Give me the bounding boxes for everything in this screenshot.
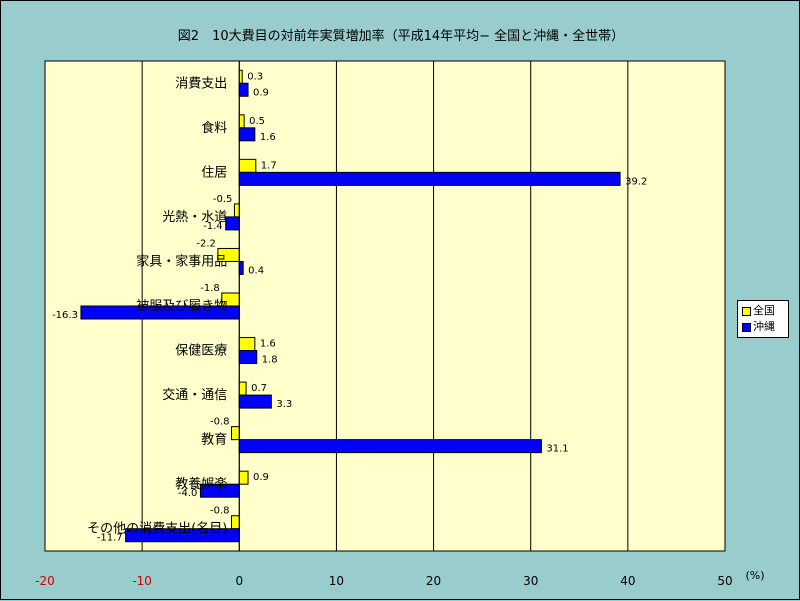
chart-title: 図2 10大費目の対前年実質増加率（平成14年平均− 全国と沖縄・全世帯） [177, 29, 625, 44]
data-label-zenkoku: 1.6 [260, 339, 276, 350]
data-label-okinawa: 39.2 [625, 176, 647, 187]
data-label-zenkoku: -0.8 [210, 506, 230, 517]
data-label-zenkoku: 0.9 [253, 472, 269, 483]
data-label-okinawa: -4.0 [178, 488, 198, 499]
category-label: 教育 [201, 432, 227, 448]
bar-zenkoku [231, 515, 240, 530]
data-label-zenkoku: 0.5 [249, 116, 265, 127]
data-label-okinawa: 0.4 [248, 265, 264, 276]
legend-label-okinawa: 沖縄 [753, 320, 775, 333]
data-label-zenkoku: 0.3 [247, 71, 263, 82]
data-label-okinawa: -16.3 [52, 310, 78, 321]
bar-okinawa [238, 350, 258, 365]
category-label: 消費支出 [175, 76, 227, 91]
legend-label-zenkoku: 全国 [753, 304, 775, 317]
bar-zenkoku [238, 381, 247, 396]
bar-zenkoku [238, 337, 256, 352]
bar-zenkoku [238, 114, 245, 129]
x-tick-label: -20 [35, 574, 55, 588]
x-tick-label: 40 [620, 574, 635, 588]
legend-item-okinawa: 沖縄 [742, 320, 775, 334]
bar-okinawa [225, 216, 240, 231]
category-label: その他の消費支出(名目) [87, 521, 227, 537]
data-label-zenkoku: -0.8 [210, 417, 230, 428]
data-label-zenkoku: -0.5 [213, 194, 233, 205]
x-tick-label: 30 [523, 574, 538, 588]
data-label-okinawa: -1.4 [203, 221, 223, 232]
bar-okinawa [238, 127, 256, 142]
category-label: 光熱・水道 [162, 210, 227, 225]
category-label: 食料 [201, 120, 227, 136]
data-label-okinawa: 1.8 [262, 355, 278, 366]
bar-okinawa [238, 82, 249, 97]
bar-zenkoku [231, 426, 240, 441]
category-label: 交通・通信 [162, 387, 227, 403]
category-label: 住居 [201, 165, 227, 180]
data-label-okinawa: 0.9 [253, 87, 269, 98]
data-label-okinawa: 3.3 [276, 399, 292, 410]
legend-item-zenkoku: 全国 [742, 304, 775, 318]
x-tick-label: 20 [426, 574, 441, 588]
bar-zenkoku [238, 470, 249, 485]
data-label-zenkoku: -2.2 [196, 238, 216, 249]
bar-okinawa [238, 394, 272, 409]
bar-okinawa [238, 439, 542, 454]
category-label: 被服及び履き物 [136, 299, 227, 314]
x-tick-label: 10 [329, 574, 344, 588]
legend: 全国 沖縄 [737, 300, 789, 338]
data-label-okinawa: 31.1 [546, 444, 568, 455]
x-tick-label: -10 [132, 574, 152, 588]
data-label-okinawa: -11.7 [97, 533, 123, 544]
bar-okinawa [238, 171, 621, 186]
category-label: 教養娯楽 [175, 476, 227, 492]
bar-zenkoku [233, 203, 240, 218]
data-label-zenkoku: -1.8 [200, 283, 220, 294]
category-label: 保健医療 [175, 344, 227, 359]
x-unit-label: (%) [745, 569, 764, 582]
data-label-okinawa: 1.6 [260, 132, 276, 143]
data-label-zenkoku: 0.7 [251, 383, 267, 394]
x-tick-label: 50 [717, 574, 732, 588]
data-label-zenkoku: 1.7 [261, 160, 277, 171]
category-label: 家具・家事用品 [136, 253, 227, 269]
x-tick-label: 0 [235, 574, 243, 588]
bar-okinawa [238, 260, 244, 275]
legend-swatch-zenkoku [742, 306, 751, 316]
bar-zenkoku [238, 158, 257, 173]
legend-swatch-okinawa [742, 322, 751, 332]
